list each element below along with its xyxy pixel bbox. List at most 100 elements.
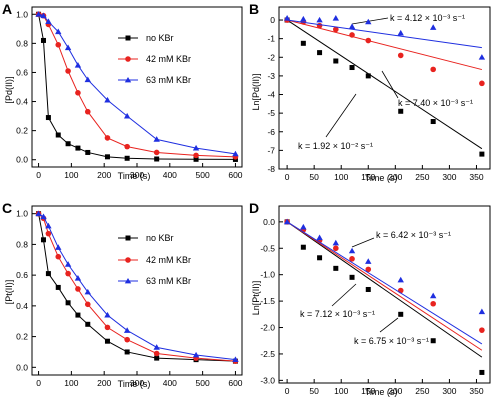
y-tick-label: 0.0 (16, 155, 28, 165)
legend-marker (124, 278, 132, 284)
y-tick-label: 0.4 (16, 97, 28, 107)
y-tick-label: -2.5 (260, 349, 275, 359)
series-line (38, 213, 236, 362)
x-tick-label: 400 (163, 378, 177, 388)
data-point (84, 108, 91, 115)
data-point (332, 14, 340, 21)
legend-entry: no KBr (146, 233, 174, 243)
data-point (35, 210, 42, 217)
data-point (154, 156, 160, 162)
panel-c-xlabel: Time (s) (118, 379, 151, 389)
data-point (84, 301, 91, 308)
x-tick-label: 100 (64, 378, 78, 388)
panel-a-ylabel: [Pd(II)] (4, 76, 14, 103)
data-point (65, 270, 71, 277)
panel-d: D Time (s) Ln[Pt(II)] k = 6.42 × 10⁻³ s⁻… (249, 200, 491, 397)
data-point (193, 152, 199, 159)
data-point (104, 338, 110, 344)
data-point (65, 141, 71, 147)
data-point (45, 18, 52, 24)
x-tick-label: 0 (285, 386, 290, 396)
y-tick-label: 0.8 (16, 239, 28, 249)
data-point (316, 22, 323, 29)
x-tick-label: 200 (97, 378, 111, 388)
y-tick-label: 0.8 (16, 38, 28, 48)
y-tick-label: -8 (267, 164, 275, 174)
plot-area: 0 100 200 300 400 500 600 0.0 0.2 0.4 0.6 0.8 1.0 (16, 6, 243, 180)
data-point (104, 96, 111, 103)
data-point (333, 26, 339, 33)
data-point (65, 300, 71, 306)
data-point (75, 312, 81, 318)
data-point (316, 16, 323, 23)
data-point (55, 42, 62, 48)
data-point (430, 66, 436, 73)
series-square (36, 11, 238, 162)
annotation-text: k = 6.42 × 10⁻³ s⁻¹ (376, 230, 451, 240)
data-point (40, 237, 46, 243)
data-point (349, 32, 355, 38)
x-tick-label: 350 (469, 172, 483, 182)
data-point (104, 135, 111, 141)
data-point (398, 108, 404, 114)
y-tick-label: -5 (267, 108, 275, 118)
legend-marker (125, 257, 131, 263)
series-square (284, 219, 485, 375)
data-point (348, 23, 356, 29)
y-tick-label: 0.4 (16, 301, 28, 311)
x-tick-label: 300 (442, 172, 456, 182)
y-tick-label: -0.5 (260, 243, 275, 253)
legend-marker (125, 235, 131, 241)
x-tick-label: 200 (388, 172, 402, 182)
panel-d-annotation: k = 6.75 × 10⁻³ s⁻¹ (354, 317, 429, 346)
data-point (333, 245, 339, 252)
data-point (154, 355, 160, 361)
data-point (365, 266, 372, 273)
x-tick-label: 50 (309, 386, 319, 396)
legend-marker (124, 77, 132, 83)
x-tick-label: 600 (228, 170, 242, 180)
data-point (430, 119, 436, 125)
y-tick-label: -3 (267, 71, 275, 81)
data-point (55, 284, 61, 290)
y-tick-label: -1.0 (260, 270, 275, 280)
panel-c: C Time (s) [Pt(II)] no KBr 42 mM KBr 63 … (2, 200, 243, 389)
fit-line (287, 19, 482, 49)
panel-c-ylabel: [Pt(II)] (4, 280, 14, 305)
data-point (397, 29, 404, 36)
panel-b-annotation: k = 1.92 × 10⁻² s⁻¹ (298, 93, 373, 151)
x-tick-label: 100 (334, 386, 348, 396)
data-point (365, 258, 372, 264)
y-tick-label: 0.2 (16, 332, 28, 342)
data-point (397, 52, 404, 59)
data-point (300, 40, 306, 46)
legend-entry: 63 mM KBr (146, 75, 191, 85)
series-square (284, 17, 485, 157)
data-point (64, 261, 72, 267)
panel-b-ylabel: Ln[Pd(II)] (251, 73, 261, 110)
panel-a: A Time (s) [Pd(II)] no KBr 42 mM KBr 63 … (2, 1, 243, 181)
data-point (479, 369, 485, 375)
panel-c-legend: no KBr 42 mM KBr 63 mM KBr (118, 233, 191, 286)
panel-d-xlabel: Time (s) (365, 387, 398, 397)
data-point (365, 73, 371, 79)
x-tick-label: 500 (196, 170, 210, 180)
data-point (317, 50, 323, 56)
plot-area: 0 100 200 300 400 500 600 0.0 0.2 0.4 0.6 0.8 1.0 (16, 205, 243, 388)
data-point (55, 28, 62, 35)
series-triangle (283, 14, 486, 60)
data-point (397, 276, 404, 283)
panel-d-ylabel: Ln[Pt(II)] (251, 281, 261, 316)
x-tick-label: 350 (469, 386, 483, 396)
x-tick-label: 0 (36, 170, 41, 180)
x-tick-label: 400 (163, 170, 177, 180)
data-point (153, 344, 160, 350)
data-point (478, 54, 486, 60)
fit-line (286, 19, 483, 150)
data-point (74, 275, 82, 281)
data-point (283, 14, 291, 21)
x-tick-label: 0 (36, 378, 41, 388)
data-point (232, 150, 239, 157)
data-point (192, 144, 200, 151)
